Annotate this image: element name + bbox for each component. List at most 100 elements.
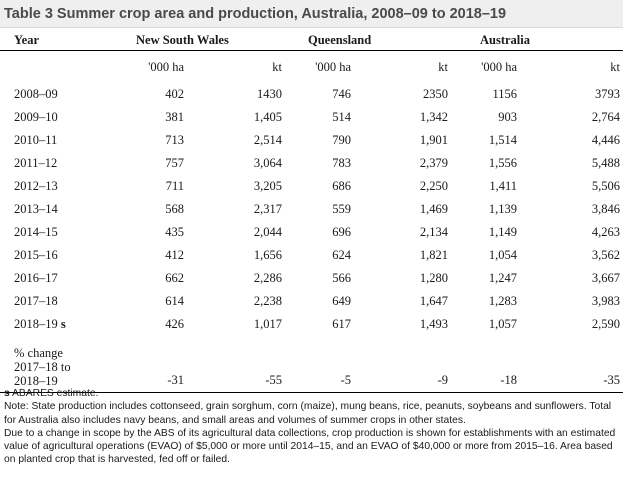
cell-aus-prod: 3,667 — [591, 271, 620, 285]
table-row: 2012–13 711 3,205 686 2,250 1,411 5,506 — [0, 175, 623, 198]
note-scope: Note: State production includes cottonse… — [4, 401, 612, 426]
cell-aus-prod: 3,562 — [591, 248, 620, 262]
cell-nsw-prod: 3,205 — [253, 179, 282, 193]
cell-qld-area: 686 — [332, 179, 351, 193]
cell-aus-area: 903 — [498, 110, 517, 124]
cell-qld-prod: 2,134 — [419, 225, 448, 239]
header-qld: Queensland — [286, 30, 452, 51]
estimate-marker: s — [60, 317, 66, 331]
cell-aus-area: 1,139 — [488, 202, 517, 216]
cell-qld-area: 790 — [332, 133, 351, 147]
header-year: Year — [0, 30, 128, 51]
row-year: 2010–11 — [14, 133, 58, 147]
row-year: 2009–10 — [14, 110, 58, 124]
estimate-marker: s — [4, 388, 10, 399]
cell-aus-prod: 5,506 — [591, 179, 620, 193]
cell-nsw-area: 713 — [165, 133, 184, 147]
cell-qld-area: 783 — [332, 156, 351, 170]
cell-aus-prod: 4,446 — [591, 133, 620, 147]
cell-aus-area: 1,411 — [489, 179, 517, 193]
cell-qld-area: 514 — [332, 110, 351, 124]
table-row: 2008–09 402 1430 746 2350 1156 3793 — [0, 83, 623, 106]
cell-nsw-prod: 1430 — [257, 87, 282, 101]
cell-nsw-prod: 1,405 — [253, 110, 282, 124]
unit-qld-area: '000 ha — [315, 59, 351, 74]
cell-aus-prod: 5,488 — [591, 156, 620, 170]
row-year: 2013–14 — [14, 202, 58, 216]
estimate-text: ABARES estimate. — [9, 388, 99, 399]
header-aus: Australia — [452, 30, 623, 51]
cell-nsw-area: 412 — [165, 248, 184, 262]
table-row: 2015–16 412 1,656 624 1,821 1,054 3,562 — [0, 244, 623, 267]
cell-aus-area: 1,514 — [488, 133, 517, 147]
cell-nsw-prod: 1,656 — [253, 248, 282, 262]
cell-aus-area: 1,556 — [488, 156, 517, 170]
cell-qld-prod: 1,493 — [419, 317, 448, 331]
table-row: 2016–17 662 2,286 566 1,280 1,247 3,667 — [0, 267, 623, 290]
table-row: 2009–10 381 1,405 514 1,342 903 2,764 — [0, 106, 623, 129]
cell-nsw-prod: 1,017 — [253, 317, 282, 331]
cell-nsw-area: 757 — [165, 156, 184, 170]
unit-qld-prod: kt — [438, 59, 448, 74]
header-row-units: '000 ha kt '000 ha kt '000 ha kt — [0, 51, 623, 84]
cell-qld-prod: 1,469 — [419, 202, 448, 216]
cell-qld-prod: 1,647 — [419, 294, 448, 308]
cell-nsw-area: 711 — [165, 179, 184, 193]
cell-nsw-area: 614 — [165, 294, 184, 308]
row-year: 2008–09 — [14, 87, 58, 101]
header-nsw: New South Wales — [128, 30, 286, 51]
cell-aus-area: 1,247 — [488, 271, 517, 285]
cell-nsw-prod: 2,286 — [253, 271, 282, 285]
cell-nsw-area: 662 — [165, 271, 184, 285]
unit-nsw-area: '000 ha — [148, 59, 184, 74]
row-year: 2018–19 s — [14, 317, 66, 331]
cell-qld-prod: 1,821 — [419, 248, 448, 262]
pct-nsw-area: -31 — [128, 336, 188, 393]
cell-aus-prod: 3,983 — [591, 294, 620, 308]
table-notes: s ABARES estimate. Note: State productio… — [4, 387, 620, 467]
row-year: 2012–13 — [14, 179, 58, 193]
cell-qld-area: 566 — [332, 271, 351, 285]
row-year: 2015–16 — [14, 248, 58, 262]
pct-change-label: % change 2017–18 to 2018–19 — [0, 336, 128, 393]
cell-nsw-area: 381 — [165, 110, 184, 124]
cell-qld-area: 746 — [332, 87, 351, 101]
cell-qld-prod: 1,342 — [419, 110, 448, 124]
cell-nsw-prod: 2,238 — [253, 294, 282, 308]
table-row: 2018–19 s 426 1,017 617 1,493 1,057 2,590 — [0, 313, 623, 336]
row-year: 2017–18 — [14, 294, 58, 308]
cell-nsw-area: 435 — [165, 225, 184, 239]
pct-qld-area: -5 — [286, 336, 355, 393]
table-row: 2013–14 568 2,317 559 1,469 1,139 3,846 — [0, 198, 623, 221]
cell-qld-area: 559 — [332, 202, 351, 216]
cell-qld-prod: 2,379 — [419, 156, 448, 170]
cell-aus-prod: 4,263 — [591, 225, 620, 239]
pct-nsw-prod: -55 — [188, 336, 286, 393]
cell-qld-area: 617 — [332, 317, 351, 331]
unit-aus-prod: kt — [610, 59, 620, 74]
cell-aus-prod: 2,590 — [591, 317, 620, 331]
table-title: Table 3 Summer crop area and production,… — [0, 0, 623, 28]
cell-qld-prod: 1,901 — [419, 133, 448, 147]
cell-nsw-prod: 3,064 — [253, 156, 282, 170]
note-abs-change: Due to a change in scope by the ABS of i… — [4, 427, 616, 466]
cell-qld-area: 696 — [332, 225, 351, 239]
row-year: 2014–15 — [14, 225, 58, 239]
cell-nsw-area: 426 — [165, 317, 184, 331]
cell-nsw-prod: 2,514 — [253, 133, 282, 147]
cell-aus-prod: 3793 — [595, 87, 620, 101]
cell-qld-area: 649 — [332, 294, 351, 308]
cell-aus-prod: 3,846 — [591, 202, 620, 216]
table-row: 2011–12 757 3,064 783 2,379 1,556 5,488 — [0, 152, 623, 175]
cell-aus-area: 1156 — [492, 87, 517, 101]
cell-aus-area: 1,283 — [488, 294, 517, 308]
table-row: 2017–18 614 2,238 649 1,647 1,283 3,983 — [0, 290, 623, 313]
note-estimate: s ABARES estimate. — [4, 387, 620, 400]
row-year: 2011–12 — [14, 156, 58, 170]
cell-nsw-area: 568 — [165, 202, 184, 216]
cell-nsw-area: 402 — [165, 87, 184, 101]
pct-qld-prod: -9 — [355, 336, 452, 393]
table-row: 2010–11 713 2,514 790 1,901 1,514 4,446 — [0, 129, 623, 152]
pct-aus-area: -18 — [452, 336, 521, 393]
